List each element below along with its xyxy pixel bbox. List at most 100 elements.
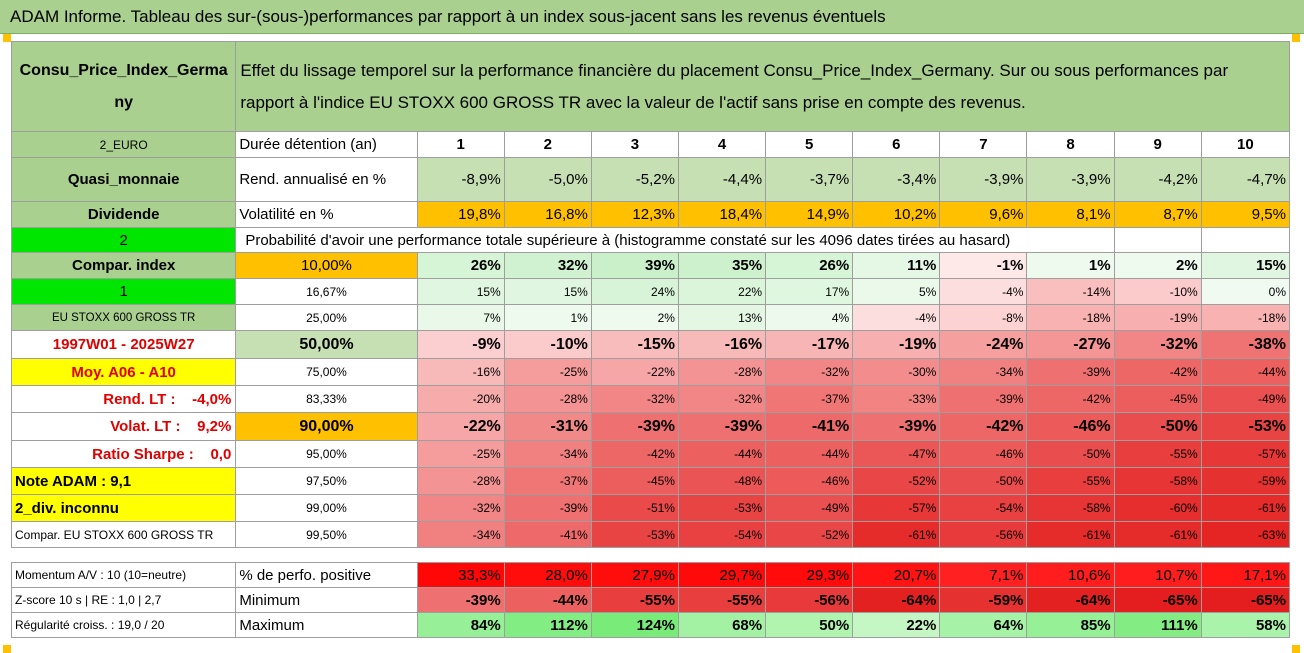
pct-value: -39% — [852, 412, 941, 441]
pct-value: -61% — [1200, 494, 1291, 522]
pct-value: -39% — [939, 385, 1028, 413]
pct-value: 0% — [1200, 278, 1291, 305]
one-cell[interactable]: 1 — [10, 278, 237, 305]
pct-value: -52% — [852, 467, 941, 495]
pct-value: -27% — [1026, 330, 1115, 359]
momentum: Momentum A/V : 10 (10=neutre) — [15, 568, 187, 582]
pct-value: 13% — [677, 304, 767, 331]
rend-value: -4,2% — [1113, 157, 1202, 202]
moy: Moy. A06 - A10 — [71, 363, 176, 381]
minimum-value: -55% — [677, 587, 767, 613]
year-8: 8 — [1026, 131, 1115, 158]
perfo-pos-value: 28,0% — [503, 562, 592, 588]
pct-cell: 83,33% — [235, 385, 418, 413]
pct-value: 4% — [765, 304, 854, 331]
pct-value: -46% — [939, 440, 1028, 468]
maximum-value: 124% — [590, 612, 679, 638]
pct-value: -46% — [1026, 412, 1115, 441]
perfo-pos-value: 27,9% — [590, 562, 679, 588]
perfo-pos-value: 10,6% — [1026, 562, 1115, 588]
maximum-value: 85% — [1026, 612, 1115, 638]
pct-value: -44% — [677, 440, 767, 468]
pct-value: 1% — [1026, 252, 1115, 279]
minimum-value: -65% — [1113, 587, 1202, 613]
pct-value: -54% — [939, 494, 1028, 522]
pct-cell: 99,00% — [235, 494, 418, 522]
pct-value: -38% — [1200, 330, 1291, 359]
pct-value: -55% — [1113, 440, 1202, 468]
corner-marker — [1292, 645, 1300, 653]
volat-value: 9,5% — [1200, 201, 1291, 228]
pct-cell: 90,00% — [235, 412, 418, 441]
div-inconnu-cell: 2_div. inconnu — [10, 494, 237, 522]
pct-value: -48% — [677, 467, 767, 495]
rend-value: -4,7% — [1200, 157, 1291, 202]
pct-value: -44% — [1200, 358, 1291, 386]
minimum-value: -56% — [765, 587, 854, 613]
volat-value: 19,8% — [416, 201, 505, 228]
maximum-value: 22% — [852, 612, 941, 638]
pct-value: -52% — [765, 521, 854, 548]
perfo-pos-value: 20,7% — [852, 562, 941, 588]
zscore-cell: Z-score 10 s | RE : 1,0 | 2,7 — [10, 587, 237, 613]
volat-label: Volatilité en % — [239, 206, 334, 223]
pct-value: -42% — [590, 440, 679, 468]
momentum-cell: Momentum A/V : 10 (10=neutre) — [10, 562, 237, 588]
year-1: 1 — [416, 131, 505, 158]
year-3: 3 — [590, 131, 679, 158]
perfo-pos-value: 29,7% — [677, 562, 767, 588]
perfo-pos-value: 7,1% — [939, 562, 1028, 588]
year-10: 10 — [1200, 131, 1291, 158]
perfo-pos-value: 29,3% — [765, 562, 854, 588]
pct-value: -8% — [939, 304, 1028, 331]
compar-num-cell[interactable]: 2 — [10, 227, 237, 253]
pct-value: -25% — [416, 440, 505, 468]
minimum-label: Minimum — [239, 591, 301, 609]
pct-value: 5% — [852, 278, 941, 305]
pct-value: -58% — [1026, 494, 1115, 522]
regularite: Régularité croiss. : 19,0 / 20 — [15, 618, 165, 632]
category: Quasi_monnaie — [67, 171, 180, 188]
pct-value: -56% — [939, 521, 1028, 548]
pct-value: -53% — [677, 494, 767, 522]
volat-value: 8,1% — [1026, 201, 1115, 228]
rend-label-cell: Rend. annualisé en % — [235, 157, 418, 202]
pct-value: 17% — [765, 278, 854, 305]
volat-lt-cell: Volat. LT : 9,2% — [10, 412, 237, 441]
maximum-value: 64% — [939, 612, 1028, 638]
pct-value: -55% — [1026, 467, 1115, 495]
rend-value: -5,2% — [590, 157, 679, 202]
pct-value: -33% — [852, 385, 941, 413]
pct-value: -18% — [1026, 304, 1115, 331]
pct-value: -37% — [765, 385, 854, 413]
div-inconnu: 2_div. inconnu — [15, 499, 119, 517]
volat-value: 14,9% — [765, 201, 854, 228]
corner-marker — [3, 34, 11, 42]
rend-value: -4,4% — [677, 157, 767, 202]
rend-value: -8,9% — [416, 157, 505, 202]
pct-value: -20% — [416, 385, 505, 413]
index-name: EU STOXX 600 GROSS TR — [51, 311, 196, 324]
volat-label-cell: Volatilité en % — [235, 201, 418, 228]
pct-value: -50% — [939, 467, 1028, 495]
currency-cell: 2_EURO — [10, 131, 237, 158]
compar-index: Compar. index — [71, 257, 176, 274]
volat-value: 9,6% — [939, 201, 1028, 228]
compar-index-cell: Compar. index — [10, 252, 237, 279]
proba-label-cell: Probabilité d'avoir une performance tota… — [235, 227, 1115, 253]
pct-value: -30% — [852, 358, 941, 386]
pct-value: -53% — [590, 521, 679, 548]
category-cell: Quasi_monnaie — [10, 157, 237, 202]
pct-value: -58% — [1113, 467, 1202, 495]
pct-value: 32% — [503, 252, 592, 279]
pct-value: -61% — [1113, 521, 1202, 548]
pct-value: -46% — [765, 467, 854, 495]
pct-value: -15% — [590, 330, 679, 359]
duree-label: Durée détention (an) — [239, 136, 377, 153]
pct-value: -50% — [1026, 440, 1115, 468]
pct-value: -10% — [1113, 278, 1202, 305]
pct-value: 22% — [677, 278, 767, 305]
pct-value: -42% — [939, 412, 1028, 441]
asset-name-cell: Consu_Price_Index_Germany — [10, 41, 237, 132]
minimum-value: -64% — [852, 587, 941, 613]
